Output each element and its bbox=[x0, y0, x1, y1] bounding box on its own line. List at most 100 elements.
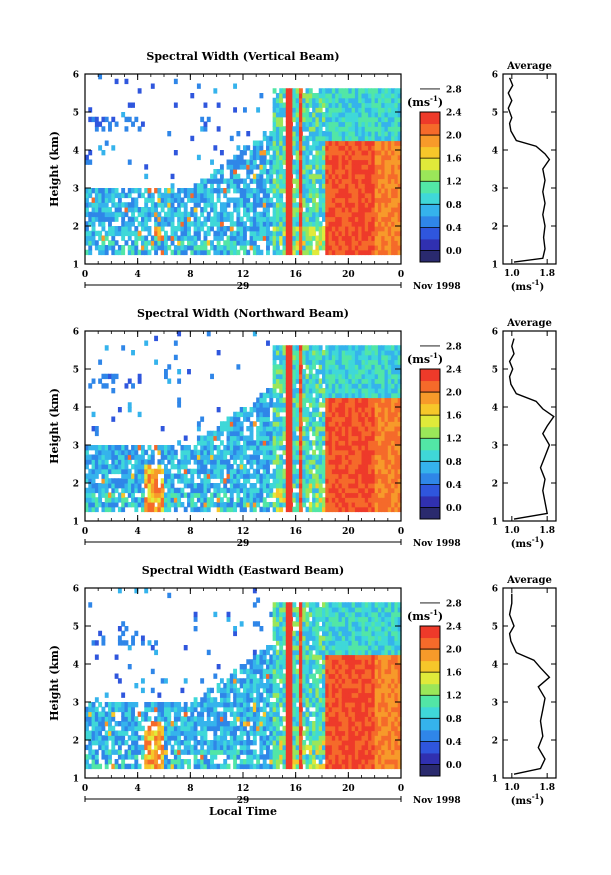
heatmap-cell bbox=[91, 640, 96, 646]
heatmap-cell bbox=[246, 183, 251, 189]
heatmap-cell bbox=[91, 473, 96, 479]
heatmap-cell bbox=[348, 378, 353, 384]
heatmap-cell bbox=[312, 397, 317, 403]
heatmap-cell bbox=[312, 221, 317, 227]
heatmap-cell bbox=[144, 706, 149, 713]
heatmap-cell bbox=[295, 211, 300, 218]
heatmap-cell bbox=[351, 221, 356, 227]
heatmap-cell bbox=[131, 464, 135, 470]
heatmap-cell bbox=[279, 97, 284, 104]
heatmap-cell bbox=[302, 178, 307, 184]
heatmap-cell bbox=[394, 221, 399, 227]
heatmap-cell bbox=[243, 506, 247, 513]
heatmap-cell bbox=[384, 245, 389, 251]
heatmap-cell bbox=[345, 183, 349, 189]
heatmap-cell bbox=[285, 369, 290, 375]
heatmap-cell bbox=[391, 230, 396, 237]
heatmap-cell bbox=[236, 454, 241, 460]
heatmap-cell bbox=[111, 725, 116, 732]
heatmap-cell bbox=[167, 702, 172, 708]
heatmap-cell bbox=[88, 245, 93, 251]
heatmap-cell bbox=[364, 88, 369, 94]
heatmap-cell bbox=[249, 421, 254, 427]
heatmap-cell bbox=[91, 730, 96, 736]
heatmap-cell bbox=[364, 369, 369, 375]
heatmap-cell bbox=[101, 226, 106, 232]
heatmap-cell bbox=[384, 426, 389, 432]
heatmap-cell bbox=[154, 445, 159, 451]
heatmap-cell bbox=[236, 240, 241, 246]
heatmap-cell bbox=[170, 483, 175, 489]
heatmap-cell bbox=[348, 226, 353, 232]
heatmap-cell bbox=[358, 97, 363, 104]
heatmap-cell bbox=[272, 188, 277, 194]
heatmap-cell bbox=[292, 378, 297, 384]
heatmap-cell bbox=[275, 468, 280, 475]
heatmap-cell bbox=[397, 169, 402, 175]
heatmap-cell bbox=[279, 135, 284, 142]
heatmap-cell bbox=[374, 369, 379, 375]
heatmap-cell bbox=[315, 140, 320, 146]
heatmap-cell bbox=[88, 454, 93, 460]
heatmap-cell bbox=[315, 483, 320, 489]
heatmap-cell bbox=[121, 716, 126, 722]
heatmap-cell bbox=[377, 459, 382, 465]
heatmap-cell bbox=[226, 188, 231, 194]
heatmap-cell bbox=[157, 230, 162, 237]
heatmap-cell bbox=[154, 468, 159, 475]
heatmap-cell bbox=[157, 487, 162, 494]
heatmap-cell bbox=[384, 392, 389, 399]
heatmap-cell bbox=[121, 345, 126, 351]
heatmap-cell bbox=[368, 154, 372, 161]
heatmap-cell bbox=[315, 350, 320, 356]
heatmap-cell bbox=[341, 483, 346, 489]
heatmap-cell bbox=[114, 202, 119, 208]
heatmap-cell bbox=[289, 473, 293, 479]
heatmap-cell bbox=[147, 207, 152, 213]
heatmap-cell bbox=[124, 221, 129, 227]
heatmap-cell bbox=[170, 173, 175, 180]
heatmap-cell bbox=[275, 145, 280, 151]
heatmap-cell bbox=[289, 483, 293, 489]
heatmap-cell bbox=[262, 221, 267, 227]
heatmap-cell bbox=[114, 740, 119, 746]
heatmap-cell bbox=[252, 445, 257, 451]
heatmap-cell bbox=[348, 97, 353, 104]
heatmap-cell bbox=[183, 230, 188, 237]
heatmap-cell bbox=[85, 711, 89, 717]
heatmap-cell bbox=[282, 497, 287, 503]
heatmap-cell bbox=[239, 226, 244, 232]
heatmap-cell bbox=[213, 454, 218, 460]
heatmap-cell bbox=[341, 178, 346, 184]
heatmap-cell bbox=[236, 249, 241, 256]
heatmap-cell bbox=[285, 188, 290, 194]
heatmap-cell bbox=[302, 478, 307, 484]
heatmap-cell bbox=[292, 506, 297, 513]
heatmap-cell bbox=[134, 249, 139, 256]
heatmap-cell bbox=[183, 245, 188, 251]
heatmap-cell bbox=[305, 173, 310, 180]
heatmap-cell bbox=[298, 350, 303, 356]
avg-x-tick-label: 1.0 bbox=[504, 269, 520, 279]
heatmap-cell bbox=[108, 211, 112, 218]
heatmap-cell bbox=[298, 126, 303, 132]
heatmap-cell bbox=[322, 411, 326, 418]
heatmap-cell bbox=[275, 483, 280, 489]
heatmap-cell bbox=[338, 483, 343, 489]
heatmap-cell bbox=[167, 725, 172, 732]
heatmap-cell bbox=[331, 483, 336, 489]
heatmap-cell bbox=[322, 468, 326, 475]
heatmap-cell bbox=[335, 188, 340, 194]
heatmap-cell bbox=[374, 359, 379, 365]
heatmap-cell bbox=[312, 378, 317, 384]
heatmap-cell bbox=[348, 435, 353, 441]
heatmap-cell bbox=[282, 154, 287, 161]
heatmap-cell bbox=[200, 487, 205, 494]
heatmap-cell bbox=[262, 416, 267, 422]
heatmap-cell bbox=[312, 364, 317, 370]
heatmap-cell bbox=[124, 464, 129, 470]
heatmap-cell bbox=[364, 411, 369, 418]
heatmap-cell bbox=[262, 468, 267, 475]
heatmap-cell bbox=[315, 207, 320, 213]
heatmap-cell bbox=[381, 426, 386, 432]
